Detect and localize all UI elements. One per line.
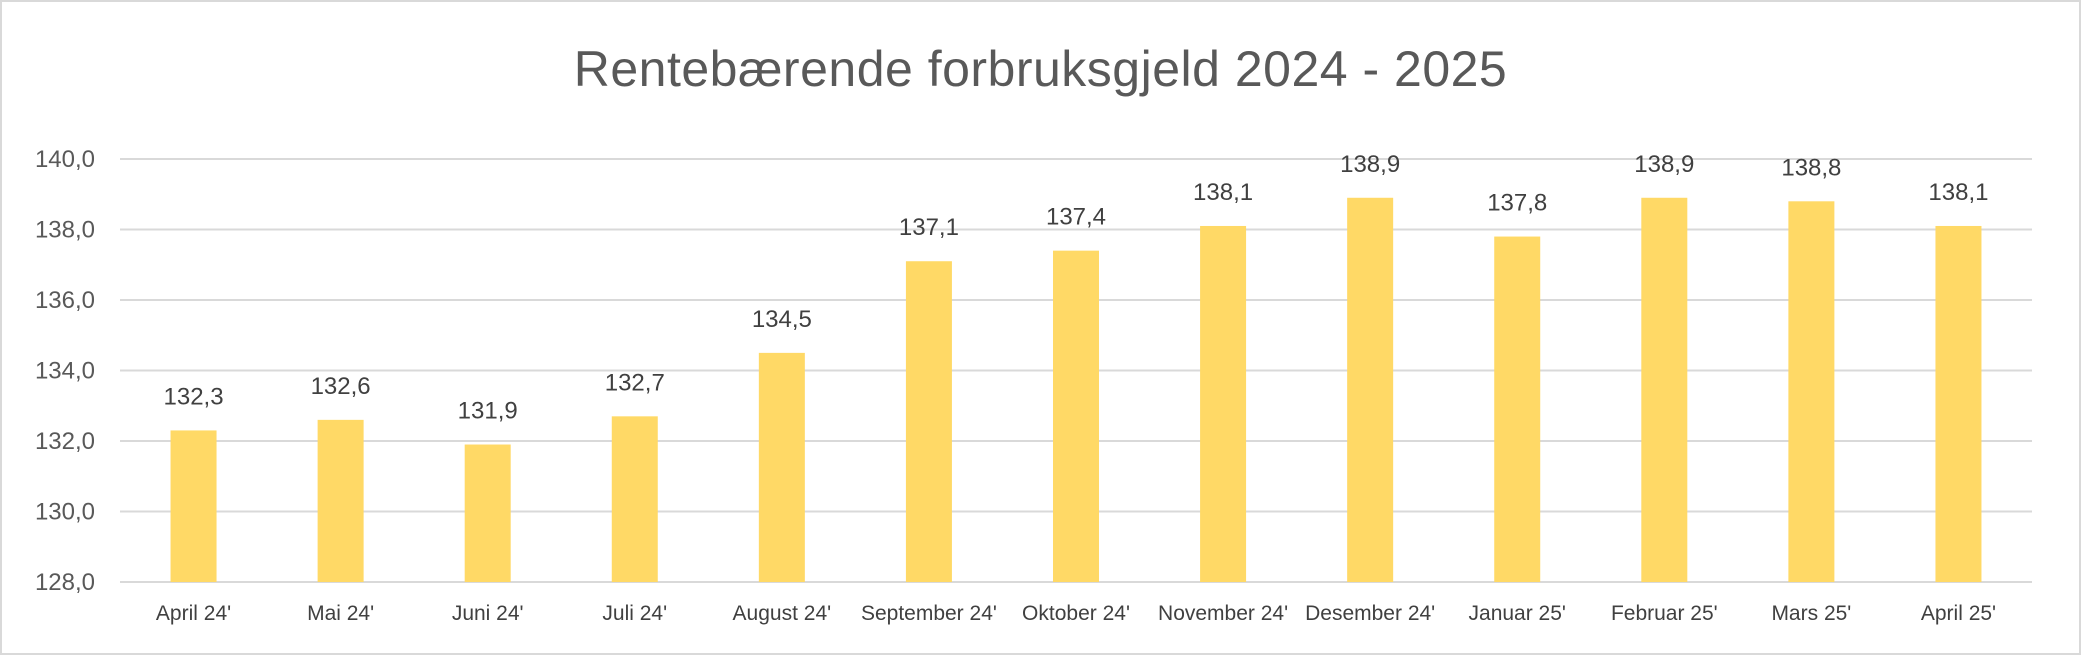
data-label: 134,5 (752, 306, 812, 333)
x-tick-label: November 24' (1158, 602, 1288, 625)
y-tick-label: 130,0 (35, 499, 95, 526)
data-label: 138,9 (1340, 151, 1400, 178)
y-tick-label: 134,0 (35, 358, 95, 385)
bar (1935, 225, 1982, 582)
x-tick-label: Juli 24' (602, 602, 667, 625)
data-label: 138,8 (1781, 154, 1841, 181)
x-tick-label: September 24' (861, 602, 997, 625)
bar (1494, 236, 1541, 583)
data-label: 131,9 (458, 398, 518, 425)
data-label: 137,8 (1487, 190, 1547, 217)
x-tick-label: April 24' (156, 602, 231, 625)
bar (317, 419, 364, 582)
bar (611, 416, 658, 582)
y-tick-label: 138,0 (35, 217, 95, 244)
x-tick-label: Juni 24' (452, 602, 524, 625)
bar (1053, 250, 1099, 582)
data-label: 138,9 (1634, 151, 1694, 178)
bar (1200, 225, 1247, 582)
bar (1788, 201, 1835, 583)
bar (1641, 197, 1688, 582)
y-tick-label: 136,0 (35, 287, 95, 314)
data-label: 138,1 (1193, 179, 1253, 206)
data-label: 132,3 (164, 383, 224, 410)
x-tick-label: April 25' (1921, 602, 1996, 625)
x-tick-label: August 24' (733, 602, 832, 625)
data-label: 132,6 (311, 373, 371, 400)
x-tick-label: Februar 25' (1611, 602, 1718, 625)
x-tick-label: Mars 25' (1771, 602, 1851, 625)
x-tick-label: Desember 24' (1305, 602, 1435, 625)
x-tick-label: Mai 24' (307, 602, 374, 625)
bar (170, 430, 217, 582)
data-label: 138,1 (1928, 179, 1988, 206)
bar (464, 444, 511, 582)
bar (758, 352, 805, 582)
y-tick-label: 132,0 (35, 428, 95, 455)
x-tick-label: Januar 25' (1469, 602, 1566, 625)
data-label: 132,7 (605, 369, 665, 396)
y-tick-label: 128,0 (35, 569, 95, 596)
x-tick-label: Oktober 24' (1022, 602, 1130, 625)
data-label: 137,1 (899, 214, 959, 241)
chart-title: Rentebærende forbruksgjeld 2024 - 2025 (573, 41, 1508, 97)
data-label: 137,4 (1046, 204, 1106, 231)
bar (905, 261, 952, 582)
bar (1347, 197, 1394, 582)
y-tick-label: 140,0 (35, 146, 95, 173)
